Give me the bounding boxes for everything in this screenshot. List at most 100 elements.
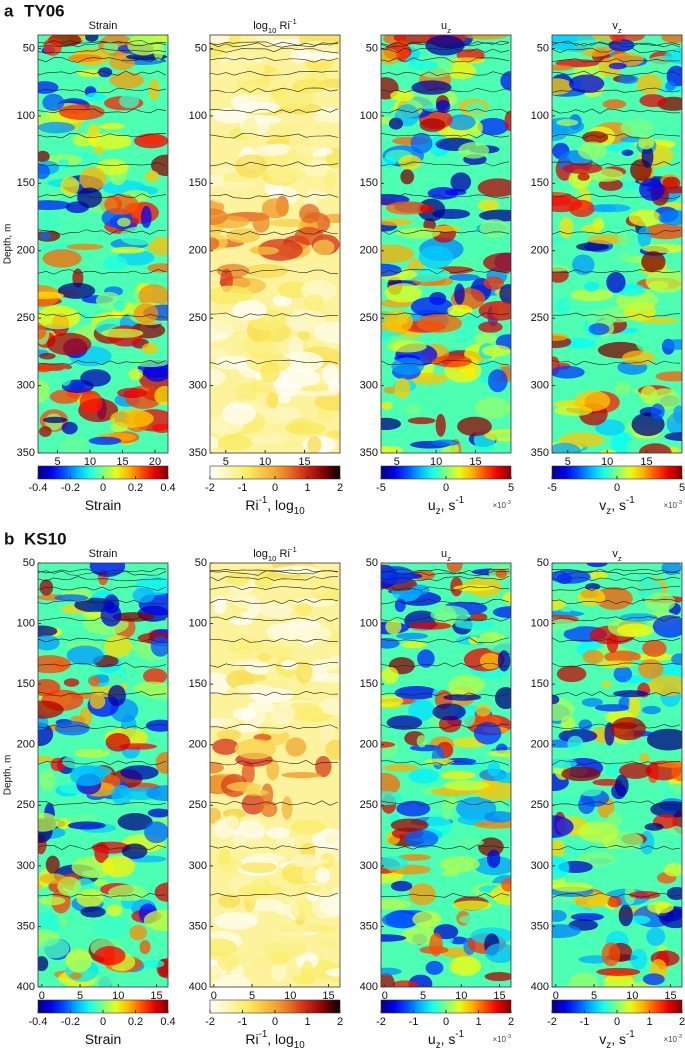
contour [552,616,681,622]
heatmap-blob [210,938,238,957]
heatmap-blob [60,176,80,196]
colorbar-label-part: z [606,506,611,517]
heatmap-blob [408,768,440,784]
heatmap-blob [666,886,682,901]
heatmap-blob [650,403,665,420]
contour [210,87,339,93]
heatmap-blob [80,369,111,387]
y-tick-label: 350 [17,920,35,932]
contour [38,162,167,167]
colorbar-label-part: Ri [245,497,258,513]
heatmap-blob [629,890,661,899]
heatmap-blob [140,205,152,229]
contour [38,42,167,48]
heatmap-blob [325,739,340,760]
heatmap-blob [607,812,622,827]
x-tick-label: 10 [626,990,638,1002]
heatmap-blob [80,906,106,918]
heatmap-blob [381,694,404,708]
heatmap-blob [555,298,571,315]
heatmap-blob [271,959,287,982]
y-tick-label: 150 [17,678,35,690]
heatmap-blob [400,641,427,649]
heatmap-blob [619,762,652,779]
y-tick-label: 50 [23,42,35,54]
heatmap-blob [139,940,151,955]
heatmap-blob [474,820,511,829]
heatmap-blob [238,884,283,896]
y-tick-label: 250 [17,312,35,324]
heatmap-blob [57,282,96,299]
heatmap-blob [268,70,287,90]
y-tick-label: 150 [531,177,549,189]
heatmap-blob [141,343,159,355]
heatmap-blob [394,686,438,700]
heatmap-blob [458,142,490,159]
heatmap-blob [38,635,60,651]
heatmap-blob [639,753,650,763]
colorbar-tick-label: -0.2 [61,1016,80,1028]
heatmap-blob [588,323,610,336]
heatmap-blob [606,634,619,653]
heatmap-blob [217,181,256,190]
colorbar-label: Ri-1, log10 [245,1029,305,1051]
contour [381,47,510,53]
colorbar-tick-label: -2 [376,1016,386,1028]
heatmap-blob [448,57,486,64]
contour [210,269,339,275]
colorbar-tick-label: -1 [580,1016,590,1028]
colorbar-tick-label: 0 [100,1016,106,1028]
contour [552,359,681,366]
contour [210,312,339,319]
heatmap-blob [581,697,603,707]
contour [210,845,339,850]
panel-title-part: Ri [276,20,289,32]
colorbar-label-part: Strain [85,497,122,513]
y-tick-label: 100 [189,110,207,122]
heatmap-blob [224,815,240,829]
contour [210,723,339,729]
heatmap-blob [289,899,313,920]
y-tick-label: 350 [360,447,378,459]
heatmap-blob [396,632,429,640]
heatmap-blob [417,649,435,668]
heatmap-blob [120,765,159,780]
heatmap-blob [658,210,682,226]
x-tick-label: 15 [640,456,652,468]
heatmap-blob [285,422,327,435]
heatmap-blob [147,808,168,818]
y-tick-label: 300 [531,379,549,391]
heatmap-blob [128,368,143,381]
heatmap-blob [117,387,147,399]
heatmap-blob [552,333,569,341]
heatmap-blob [411,80,452,95]
y-tick-label: 400 [531,981,549,993]
colorbar-label-part: -1 [455,1029,464,1040]
heatmap-blob [313,114,340,123]
colorbar-label-part: v [599,497,606,513]
heatmap-blob [477,178,511,197]
heatmap-blob [39,896,66,906]
heatmap-blob [622,350,655,366]
heatmap-blob [303,294,325,312]
contour [381,42,510,48]
y-tick-label: 400 [360,981,378,993]
colorbar-tick-label: 1 [304,482,310,494]
colorbar-tick-label: -0.4 [29,1016,48,1028]
x-tick-label: 5 [420,990,426,1002]
contour [38,193,167,199]
contour [381,71,510,76]
contour [552,800,681,806]
heatmap-blob [615,774,629,797]
heatmap-blob [93,145,104,155]
heatmap-blob [486,849,501,868]
heatmap-blob [38,121,76,134]
heatmap-blob [257,653,271,662]
heatmap-blob [69,972,82,980]
heatmap-blob [385,619,402,635]
heatmap-blob [473,721,502,745]
contour [38,724,167,730]
heatmap [381,35,511,453]
heatmap-blob [589,570,608,580]
heatmap-blob [250,898,284,912]
